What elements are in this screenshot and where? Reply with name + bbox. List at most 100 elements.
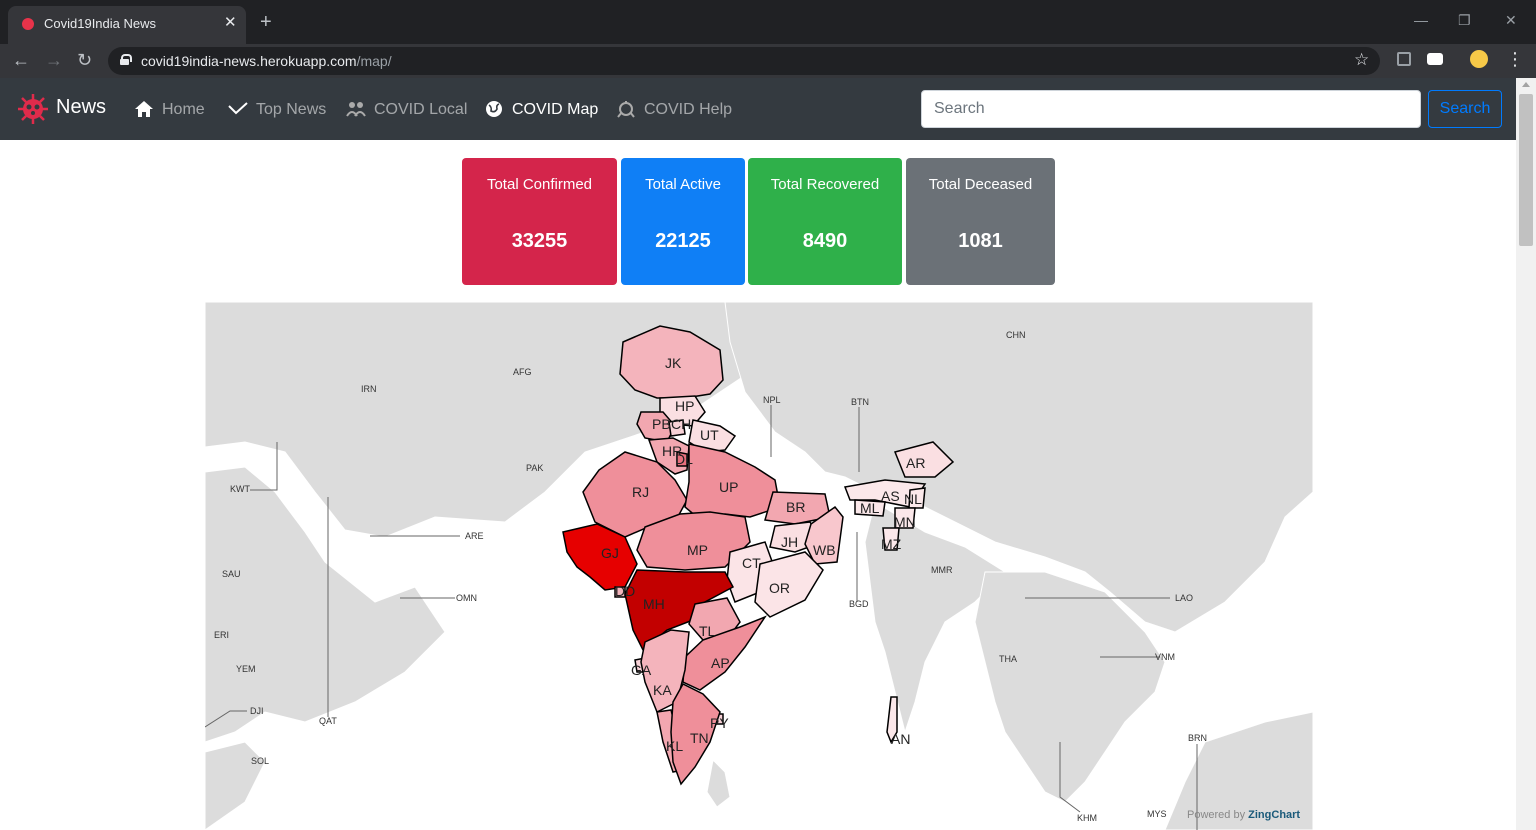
- close-tab-icon[interactable]: ✕: [224, 14, 237, 31]
- page-scrollbar[interactable]: [1516, 78, 1536, 830]
- nav-covid-map[interactable]: COVID Map: [484, 100, 598, 119]
- stat-label: Total Deceased: [928, 176, 1033, 193]
- state-label: JK: [665, 355, 682, 371]
- browser-tab[interactable]: Covid19India News ✕: [8, 6, 246, 44]
- country-label: KHM: [1077, 813, 1097, 823]
- state-label: JH: [781, 534, 799, 550]
- state-mz[interactable]: [882, 527, 900, 551]
- country-label: BRN: [1188, 733, 1208, 743]
- state-label: AS: [881, 488, 900, 504]
- url-text: covid19india-news.herokuapp.com/map/: [141, 53, 392, 69]
- minimize-icon[interactable]: —: [1414, 12, 1428, 28]
- extension-icon[interactable]: [1397, 52, 1411, 66]
- country-label: BGD: [849, 599, 869, 609]
- state-dl[interactable]: [676, 451, 688, 467]
- browser-menu-icon[interactable]: ⋮: [1506, 49, 1524, 69]
- stat-card-deceased: Total Deceased 1081: [906, 158, 1055, 285]
- stat-label: Total Recovered: [770, 176, 880, 193]
- state-ch[interactable]: [668, 419, 686, 437]
- state-tn[interactable]: [670, 683, 721, 786]
- land-asia-east: [724, 302, 1313, 633]
- stat-label: Total Confirmed: [486, 176, 593, 193]
- land-se-asia: [974, 571, 1166, 803]
- state-label: CT: [742, 555, 761, 571]
- state-label: PB: [652, 416, 671, 432]
- nav-covid-help[interactable]: COVID Help: [616, 100, 732, 119]
- reload-icon[interactable]: ↻: [77, 50, 93, 70]
- state-label: MP: [687, 542, 708, 558]
- state-label: UP: [719, 479, 739, 495]
- search-input[interactable]: [921, 90, 1421, 128]
- virus-logo-icon[interactable]: [16, 92, 50, 126]
- profile-avatar-icon[interactable]: [1470, 50, 1488, 68]
- stat-card-active: Total Active 22125: [621, 158, 745, 285]
- browser-toolbar: ← → ↻ covid19india-news.herokuapp.com/ma…: [0, 44, 1536, 78]
- land-africa-horn: [205, 741, 266, 830]
- state-label: AR: [906, 455, 926, 471]
- state-label: WB: [813, 542, 836, 558]
- country-label: SOL: [251, 756, 270, 766]
- stat-card-recovered: Total Recovered 8490: [748, 158, 902, 285]
- address-bar[interactable]: covid19india-news.herokuapp.com/map/ ☆: [108, 47, 1380, 75]
- country-label: OMN: [456, 593, 477, 603]
- new-tab-icon[interactable]: +: [260, 11, 272, 33]
- nav-home-label: Home: [162, 101, 205, 118]
- state-or[interactable]: [754, 551, 824, 618]
- country-label: VNM: [1155, 652, 1175, 662]
- state-jk[interactable]: [619, 325, 724, 399]
- state-label: UT: [700, 427, 719, 443]
- back-icon[interactable]: ←: [12, 50, 30, 70]
- state-br[interactable]: [764, 491, 831, 525]
- state-mn[interactable]: [894, 507, 916, 529]
- state-label: TL: [699, 623, 716, 639]
- state-an[interactable]: [886, 696, 898, 744]
- map-svg[interactable]: [205, 302, 1313, 830]
- land-myanmar: [864, 501, 1006, 734]
- country-label: MYS: [1147, 809, 1167, 819]
- land-borneo: [1164, 711, 1313, 830]
- nav-covid-local[interactable]: COVID Local: [346, 100, 467, 119]
- country-label: KWT: [230, 484, 250, 494]
- country-label: CHN: [1006, 330, 1026, 340]
- bookmark-star-icon[interactable]: ☆: [1354, 50, 1370, 69]
- state-label: MH: [643, 596, 665, 612]
- state-wb[interactable]: [804, 505, 844, 565]
- close-window-icon[interactable]: ✕: [1505, 12, 1517, 28]
- nav-covid-local-label: COVID Local: [374, 101, 468, 118]
- state-up[interactable]: [684, 443, 781, 523]
- restore-icon[interactable]: ❐: [1458, 12, 1471, 28]
- nav-top-news[interactable]: Top News: [228, 100, 326, 119]
- site-navbar: News Home Top News COVID Local COVID Map…: [0, 78, 1516, 140]
- stat-value: 8490: [802, 230, 848, 252]
- state-ut[interactable]: [688, 419, 737, 453]
- state-ar[interactable]: [893, 441, 955, 478]
- map-credit[interactable]: Powered by ZingChart: [1187, 809, 1301, 821]
- extension-icon[interactable]: [1427, 53, 1443, 65]
- state-label: ML: [860, 500, 880, 516]
- state-label: KL: [666, 738, 684, 754]
- stat-value: 22125: [655, 230, 711, 252]
- state-label: DD: [615, 583, 636, 599]
- state-label: GJ: [601, 545, 619, 561]
- nav-covid-map-label: COVID Map: [512, 101, 599, 118]
- india-covid-map[interactable]: CHN AFG IRN NPL BTN PAK KWT ARE SAU OMN …: [205, 302, 1313, 830]
- state-label: DL: [675, 451, 693, 467]
- search-button[interactable]: Search: [1428, 90, 1502, 128]
- state-nl[interactable]: [908, 487, 926, 509]
- country-label: NPL: [763, 395, 781, 405]
- state-ml[interactable]: [854, 499, 886, 517]
- stat-label: Total Active: [645, 176, 721, 193]
- country-label: IRN: [361, 384, 377, 394]
- forward-icon[interactable]: →: [45, 50, 63, 70]
- scroll-thumb[interactable]: [1519, 94, 1533, 246]
- brand-name[interactable]: News: [56, 96, 107, 118]
- state-label: RJ: [632, 484, 650, 500]
- country-label: THA: [999, 654, 1017, 664]
- nav-home[interactable]: Home: [134, 100, 205, 119]
- stat-value: 1081: [958, 230, 1003, 252]
- state-label: KA: [653, 682, 672, 698]
- country-label: PAK: [526, 463, 544, 473]
- scroll-up-icon[interactable]: [1522, 82, 1530, 87]
- state-label: GA: [631, 662, 652, 678]
- country-label: QAT: [319, 716, 337, 726]
